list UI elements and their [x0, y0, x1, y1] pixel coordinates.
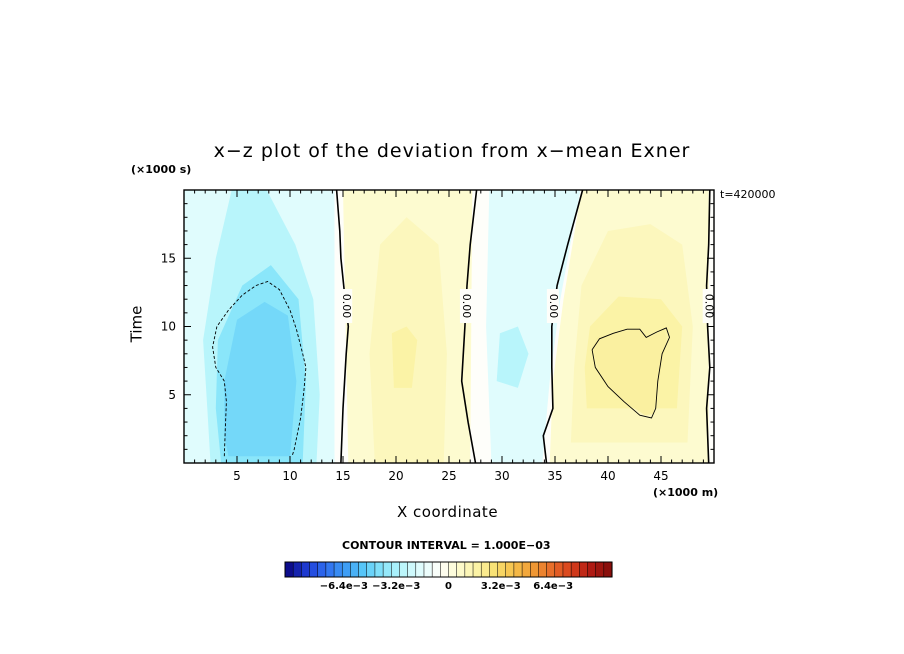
colorbar-cell	[317, 561, 327, 578]
positive-contour-line	[591, 327, 670, 419]
colorbar-cell	[407, 561, 417, 578]
x-tick-label: 20	[388, 469, 403, 483]
colorbar-cell	[399, 561, 409, 578]
colorbar-cell	[521, 561, 531, 578]
zero-contour-line-3	[542, 189, 584, 464]
colorbar-cell	[472, 561, 482, 578]
colorbar-cell	[301, 561, 311, 578]
y-tick-label: 15	[161, 251, 176, 265]
colorbar-cell	[391, 561, 400, 578]
chart-title: x−z plot of the deviation from x−mean Ex…	[213, 140, 691, 162]
zero-contour-line-2	[460, 189, 478, 464]
colorbar-cell	[382, 561, 392, 578]
contour-label-background	[702, 289, 715, 324]
colorbar-cell	[538, 561, 548, 578]
y-axis-label: Time	[127, 305, 146, 343]
zero-contour-label: 0.00	[460, 294, 473, 319]
colorbar-cell	[595, 561, 605, 578]
colorbar-cell	[284, 561, 294, 578]
heatmap-fill	[184, 190, 714, 463]
colorbar-cell	[489, 561, 499, 578]
plot-axes: 5 10 15 20 25 30 35 40 45 5 10 15	[161, 189, 715, 483]
field-neg-level-4	[224, 301, 297, 457]
time-stamp-label: t=420000	[720, 188, 776, 201]
colorbar-cell	[505, 561, 515, 578]
y-axis-unit: (×1000 s)	[131, 163, 192, 176]
colorbar-cell	[464, 561, 474, 578]
zero-contour-label: 0.00	[340, 294, 353, 319]
field-neg-b-level-2	[496, 326, 529, 388]
field-pos-b-level-4	[592, 329, 667, 416]
colorbar-cell	[546, 561, 556, 578]
colorbar: −6.4e−3 −3.2e−3 0 3.2e−3 6.4e−3	[284, 561, 613, 592]
colorbar-cell	[292, 561, 302, 578]
colorbar-cell	[570, 561, 580, 578]
colorbar-cell	[603, 561, 613, 578]
colorbar-cell	[554, 561, 564, 578]
colorbar-cell	[358, 561, 368, 578]
x-tick-label: 45	[653, 469, 668, 483]
colorbar-cell	[497, 561, 507, 578]
x-axis-label: X coordinate	[397, 503, 499, 521]
colorbar-cell	[374, 561, 384, 578]
colorbar-cell	[456, 561, 466, 578]
colorbar-cell	[341, 561, 351, 578]
x-tick-label: 40	[600, 469, 615, 483]
x-tick-label: 10	[282, 469, 297, 483]
field-neg-level-3	[215, 265, 306, 463]
colorbar-cell	[587, 561, 597, 578]
colorbar-cell	[423, 561, 433, 578]
x-tick-label: 30	[494, 469, 509, 483]
colorbar-cell	[333, 561, 343, 578]
contour-label-background	[459, 289, 472, 324]
x-tick-label: 25	[441, 469, 456, 483]
colorbar-cell	[480, 561, 490, 578]
colorbar-cell	[562, 561, 572, 578]
colorbar-cell	[448, 561, 458, 578]
zero-contour-label: 0.00	[547, 294, 560, 319]
x-axis-unit: (×1000 m)	[653, 486, 719, 499]
y-tick-label: 5	[168, 388, 176, 402]
colorbar-cell	[415, 561, 425, 578]
colorbar-cell	[350, 561, 360, 578]
colorbar-tick-label: −3.2e−3	[372, 581, 420, 592]
colorbar-cell	[440, 561, 450, 578]
colorbar-cell	[366, 561, 376, 578]
colorbar-tick-label: −6.4e−3	[320, 581, 368, 592]
contour-interval-label: CONTOUR INTERVAL = 1.000E−03	[342, 539, 551, 552]
zero-contour-label: 0.00	[703, 294, 716, 319]
field-neg-b-level-1	[486, 190, 581, 463]
contour-lines: 0.00 0.00 0.00 0.00	[212, 189, 716, 464]
colorbar-cell	[513, 561, 523, 578]
x-tick-label: 35	[547, 469, 562, 483]
colorbar-cell	[530, 561, 539, 578]
colorbar-cell	[431, 561, 441, 578]
field-pos-a-level-3	[391, 326, 418, 388]
colorbar-tick-label: 0	[445, 581, 452, 592]
colorbar-cell	[325, 561, 335, 578]
colorbar-tick-label: 3.2e−3	[481, 581, 521, 592]
colorbar-frame	[284, 561, 613, 578]
x-tick-label: 15	[335, 469, 350, 483]
colorbar-tick-label: 6.4e−3	[533, 581, 573, 592]
colorbar-cell	[579, 561, 589, 578]
x-tick-label: 5	[233, 469, 241, 483]
y-tick-label: 10	[161, 320, 176, 334]
contour-label-background	[546, 289, 559, 324]
negative-contour-line	[212, 281, 307, 457]
contour-label-background	[340, 289, 353, 324]
colorbar-cell	[309, 561, 319, 578]
